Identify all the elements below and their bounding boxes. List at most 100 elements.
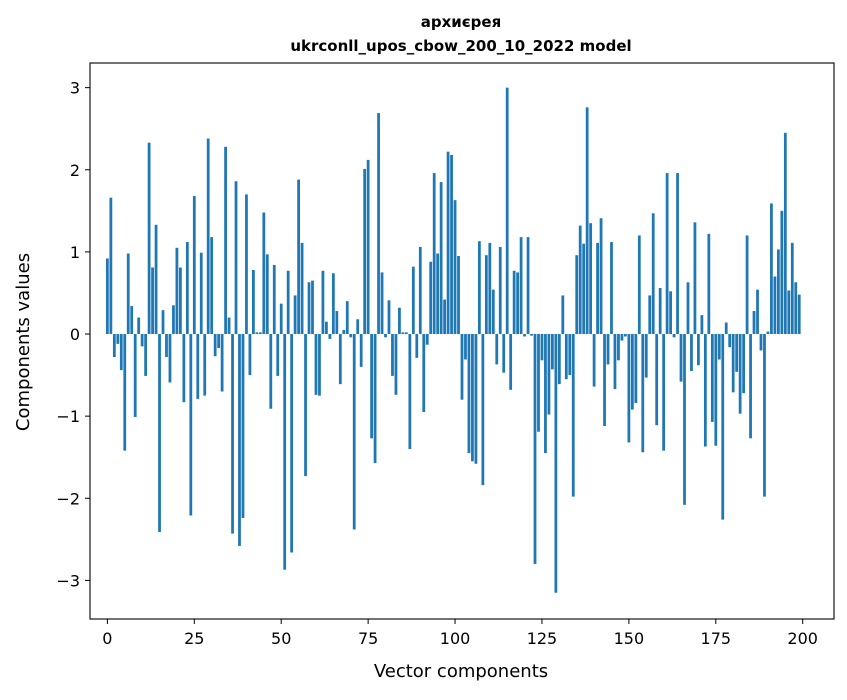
- bar: [776, 249, 780, 335]
- bar: [568, 334, 572, 376]
- bar: [418, 246, 422, 335]
- bar: [624, 334, 627, 337]
- bar: [738, 334, 742, 414]
- bar: [391, 334, 394, 376]
- bar: [797, 294, 801, 335]
- bar: [641, 334, 645, 453]
- bar: [401, 332, 405, 335]
- bar: [519, 237, 523, 335]
- x-axis-label: Vector components: [374, 661, 548, 682]
- bar: [742, 334, 745, 394]
- bar: [731, 334, 735, 393]
- bar: [561, 295, 565, 335]
- bar: [179, 267, 182, 335]
- y-tick-label: 1: [70, 243, 80, 262]
- bar: [613, 334, 617, 390]
- chart-title: архиєрея: [421, 13, 501, 31]
- bar: [126, 253, 130, 335]
- y-axis-ticks: −3 −2 −1 0 1 2 3: [56, 79, 90, 590]
- bar: [373, 334, 377, 463]
- bar: [488, 242, 492, 335]
- bar: [585, 107, 589, 335]
- y-tick-label: −3: [56, 571, 80, 590]
- x-tick-label: 175: [701, 629, 732, 648]
- bar: [269, 334, 273, 409]
- bar: [220, 334, 224, 392]
- bar: [495, 334, 499, 365]
- bar: [398, 307, 401, 335]
- bar: [293, 295, 297, 335]
- bar: [460, 334, 464, 400]
- bar: [592, 334, 596, 387]
- bar: [516, 272, 520, 335]
- bar: [252, 269, 255, 335]
- bar: [227, 317, 231, 335]
- bar: [377, 113, 380, 335]
- bar: [544, 334, 547, 454]
- bar: [703, 334, 707, 447]
- bar: [721, 334, 725, 520]
- bar: [307, 282, 311, 335]
- bar: [474, 334, 478, 464]
- bar: [300, 242, 304, 335]
- bar: [175, 247, 179, 335]
- bar: [505, 87, 509, 335]
- bar: [481, 334, 485, 486]
- bar: [404, 332, 408, 335]
- x-tick-label: 125: [527, 629, 558, 648]
- bar: [773, 276, 777, 335]
- bar: [359, 334, 363, 367]
- x-tick-label: 50: [271, 629, 291, 648]
- bar: [697, 334, 700, 366]
- bar-series: [105, 87, 801, 593]
- x-tick-label: 25: [184, 629, 204, 648]
- bar: [123, 334, 127, 451]
- bar: [140, 334, 144, 347]
- bar: [575, 255, 579, 335]
- bar: [502, 334, 506, 373]
- bar: [158, 334, 161, 532]
- bar: [477, 241, 481, 335]
- bar: [464, 334, 467, 360]
- x-tick-label: 100: [440, 629, 471, 648]
- bar: [557, 334, 561, 385]
- bar: [446, 151, 450, 335]
- bar: [165, 334, 168, 358]
- bar: [349, 334, 353, 338]
- bar: [763, 334, 766, 497]
- bar: [425, 334, 429, 345]
- bar: [453, 200, 457, 335]
- bar: [366, 159, 370, 335]
- bar: [707, 233, 711, 335]
- bar: [422, 334, 426, 413]
- bar: [523, 334, 526, 337]
- bar: [318, 334, 321, 396]
- bar: [498, 246, 502, 335]
- bar: [283, 334, 287, 570]
- bar: [672, 334, 676, 338]
- bar: [255, 332, 259, 335]
- bar: [297, 179, 300, 335]
- bar: [436, 253, 440, 335]
- bar: [119, 334, 123, 371]
- bar: [606, 334, 610, 365]
- bar: [787, 290, 791, 335]
- bar: [467, 334, 471, 454]
- bar: [265, 254, 269, 335]
- bar: [276, 334, 280, 376]
- bar: [443, 299, 447, 335]
- bar: [655, 334, 659, 426]
- chart-subtitle: ukrconll_upos_cbow_200_10_2022 model: [290, 37, 631, 55]
- bar: [533, 334, 537, 564]
- bar: [637, 235, 641, 335]
- bar: [662, 334, 666, 451]
- bar: [432, 173, 436, 335]
- bar: [168, 334, 172, 383]
- bar: [161, 310, 165, 335]
- bar: [380, 272, 384, 335]
- bar: [724, 322, 728, 335]
- bar: [258, 332, 262, 335]
- bar: [314, 334, 318, 395]
- bar: [189, 334, 193, 516]
- bar: [245, 194, 248, 335]
